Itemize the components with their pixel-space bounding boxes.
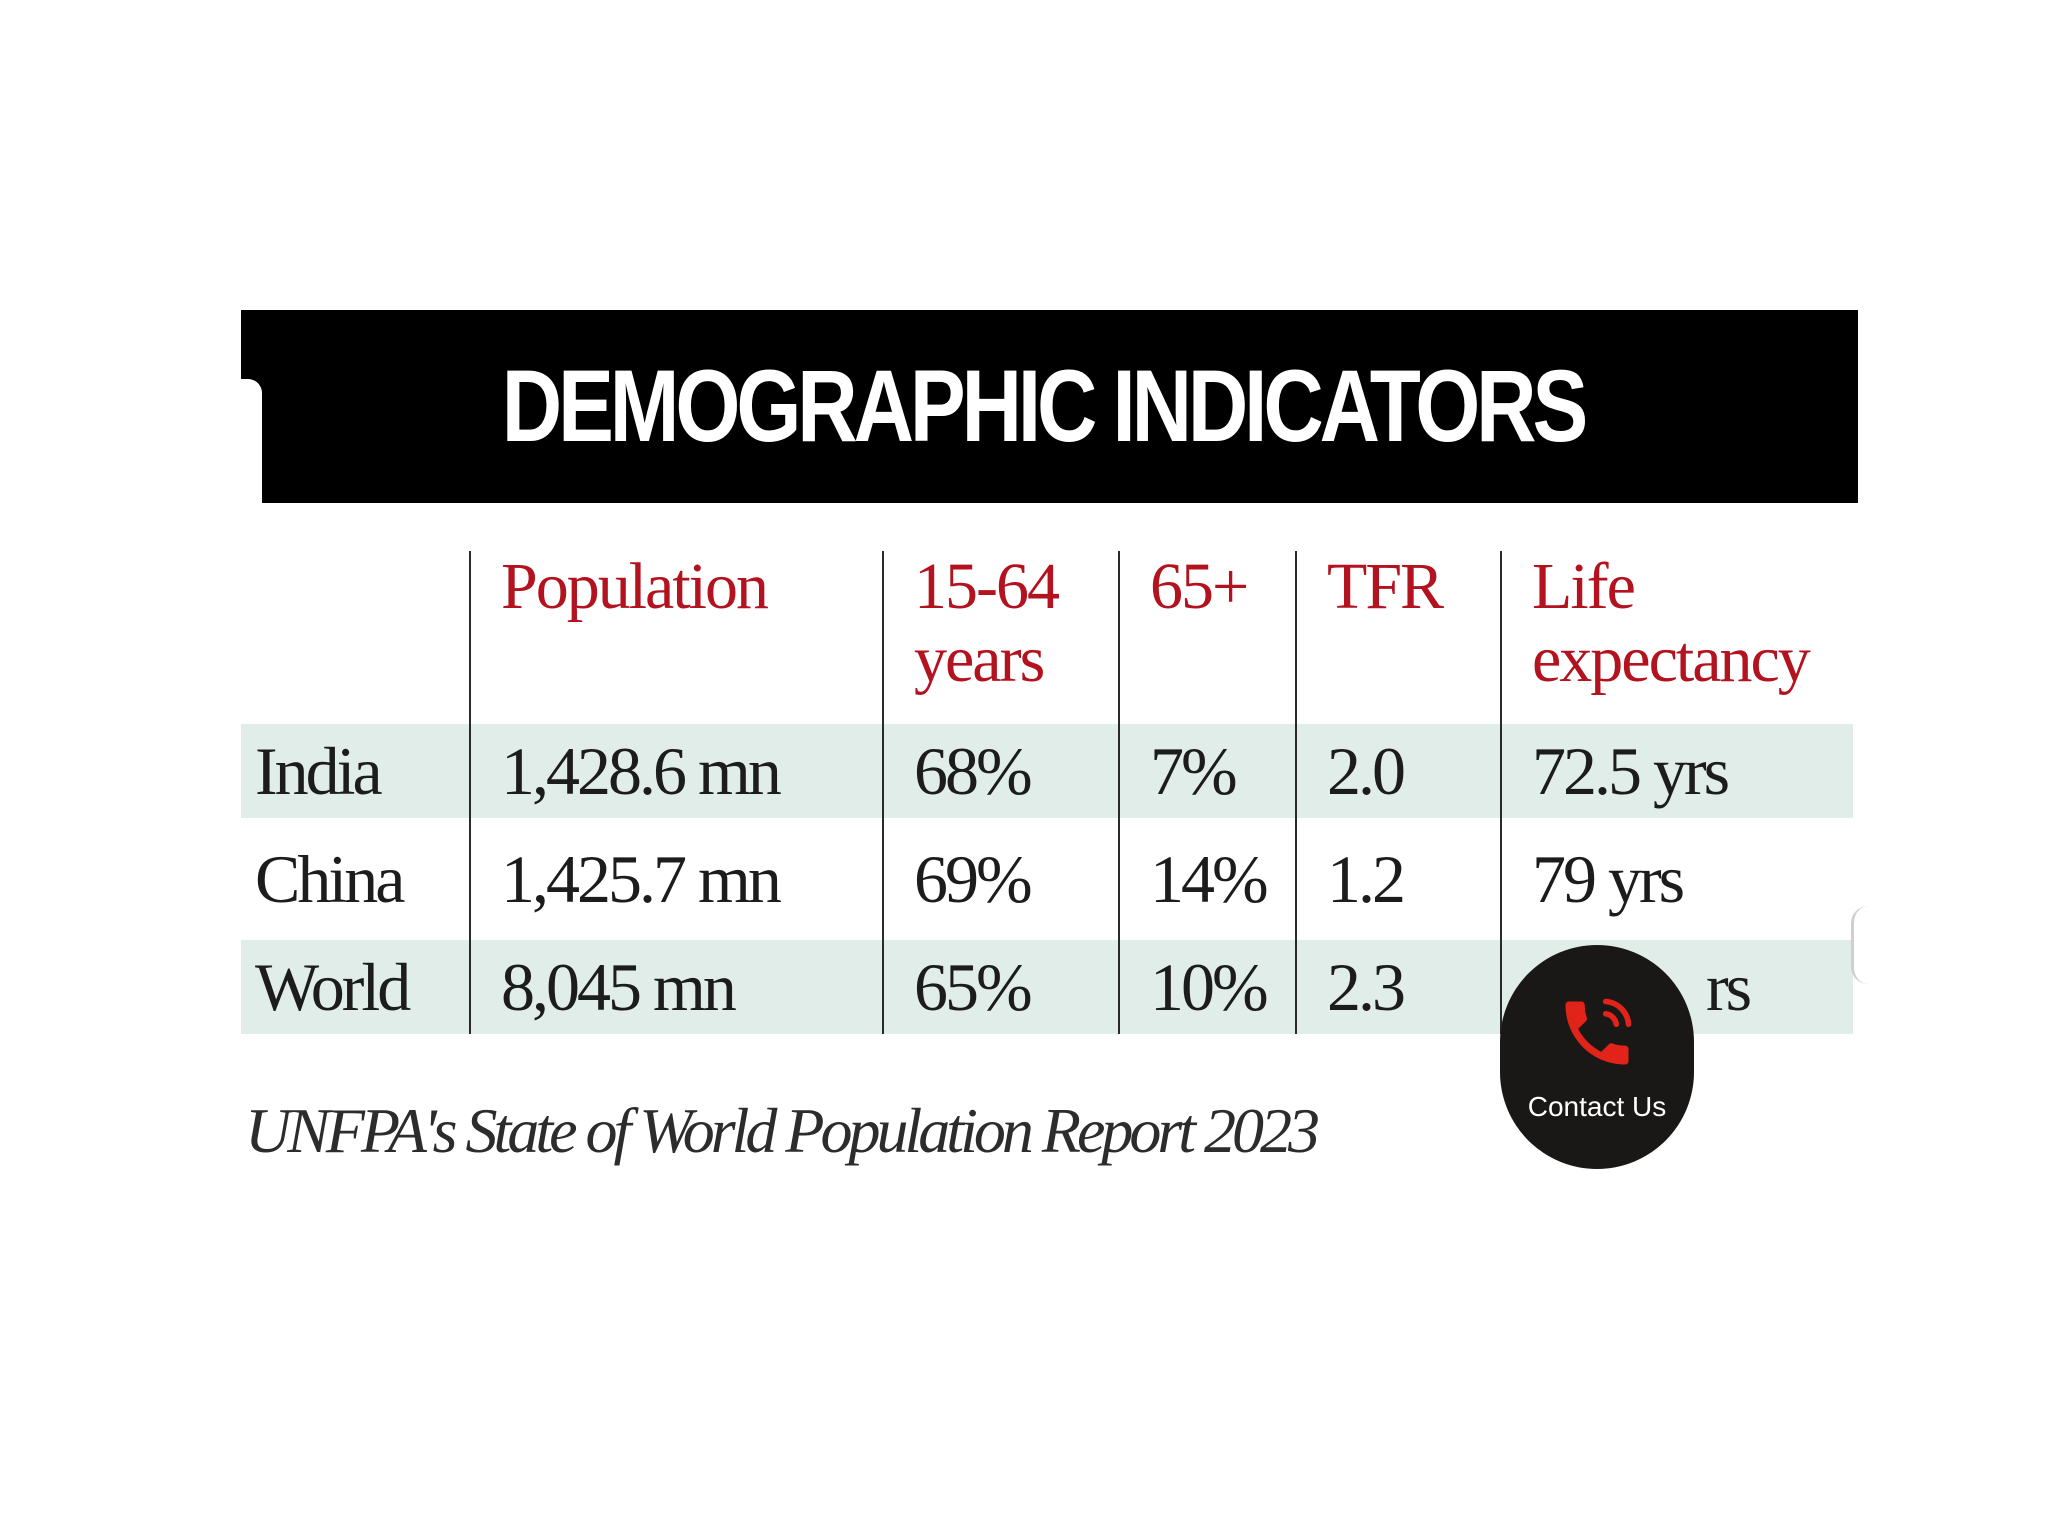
tfr-cell: 2.0: [1295, 724, 1501, 819]
population-cell: 1,425.7 mn: [469, 818, 883, 941]
row-name: India: [241, 724, 470, 819]
population-cell: 8,045 mn: [469, 940, 883, 1035]
phone-icon: [1565, 998, 1632, 1065]
banner-notch: [241, 379, 262, 503]
table-row: China 1,425.7 mn 69% 14% 1.2 79 yrs: [241, 818, 1853, 941]
tfr-cell: 2.3: [1295, 940, 1501, 1035]
header-65-plus: 65+: [1118, 550, 1296, 725]
contact-us-button[interactable]: Contact Us: [1500, 945, 1694, 1169]
header-country: [241, 551, 470, 724]
scroll-edge-marker: [1851, 906, 1868, 984]
table-row: India 1,428.6 mn 68% 7% 2.0 72.5 yrs: [241, 724, 1853, 819]
life-expectancy-cell: 79 yrs: [1500, 818, 1853, 941]
header-15-64-years: 15-64 years: [882, 550, 1119, 725]
age-65-plus-cell: 14%: [1118, 818, 1296, 941]
age-15-64-cell: 68%: [882, 724, 1119, 819]
age-65-plus-cell: 7%: [1118, 724, 1296, 819]
life-expectancy-cell: 72.5 yrs: [1500, 724, 1853, 819]
population-cell: 1,428.6 mn: [469, 724, 883, 819]
row-name: China: [241, 818, 470, 941]
contact-us-label: Contact Us: [1527, 1091, 1667, 1122]
table-header-row: Population 15-64 years 65+ TFR Life expe…: [241, 550, 1853, 725]
age-65-plus-cell: 10%: [1118, 940, 1296, 1035]
row-name: World: [241, 940, 470, 1035]
source-caption: UNFPA's State of World Population Report…: [245, 1095, 1320, 1167]
age-15-64-cell: 65%: [882, 940, 1119, 1035]
header-life-expectancy: Life expectancy: [1500, 550, 1853, 725]
header-tfr: TFR: [1295, 550, 1501, 725]
title-banner: DEMOGRAPHIC INDICATORS: [241, 310, 1858, 503]
header-population: Population: [469, 550, 883, 725]
age-15-64-cell: 69%: [882, 818, 1119, 941]
tfr-cell: 1.2: [1295, 818, 1501, 941]
infographic-title: DEMOGRAPHIC INDICATORS: [501, 349, 1587, 463]
